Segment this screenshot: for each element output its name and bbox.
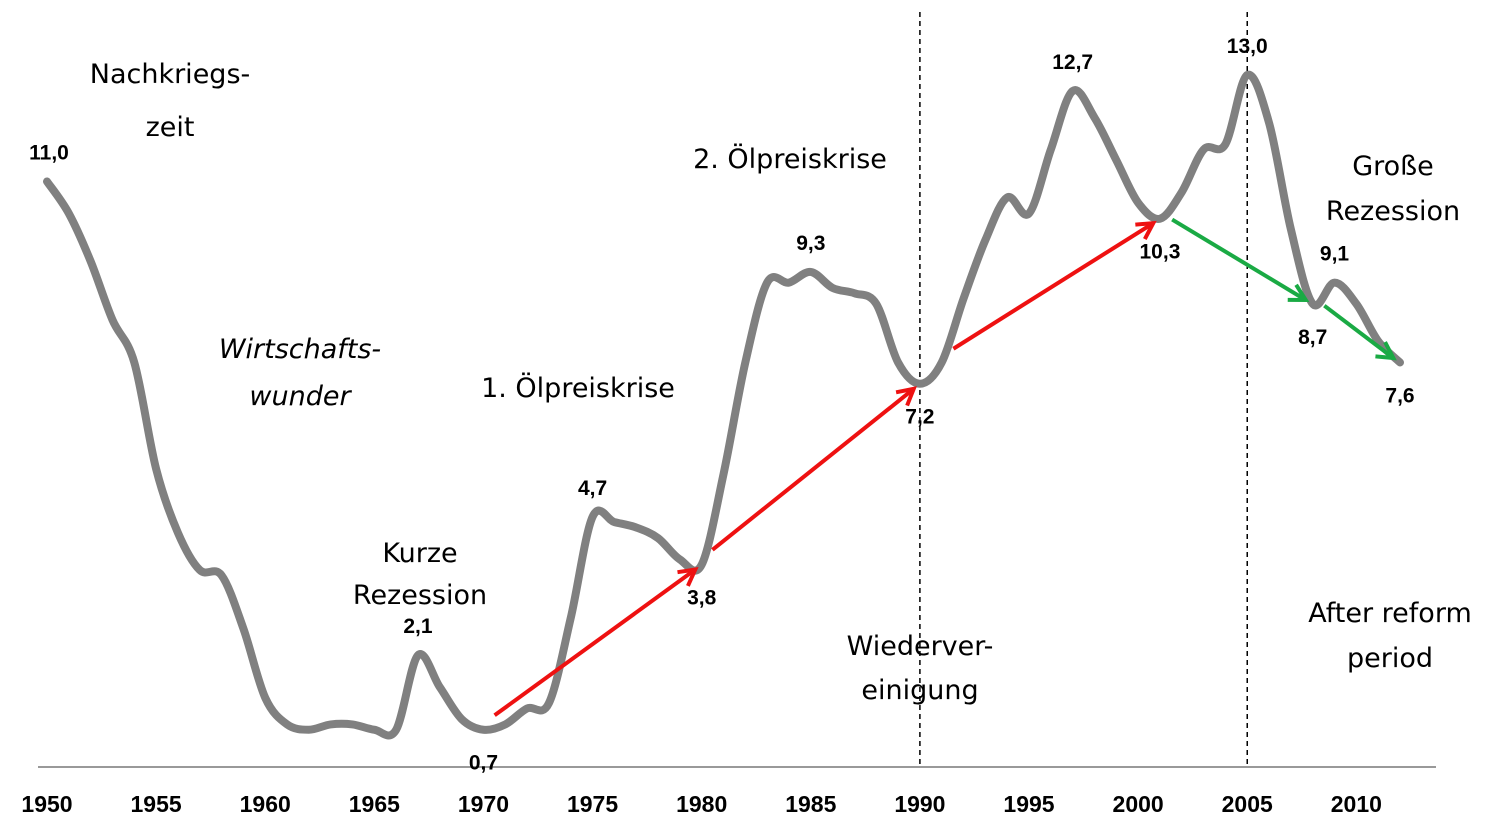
x-tick-label: 1975 (567, 791, 618, 817)
annotation: Wirtschafts-wunder (219, 334, 381, 412)
x-tick-label: 1995 (1003, 791, 1054, 817)
trend-arrow (1323, 304, 1395, 360)
data-label: 9,3 (796, 232, 825, 255)
annotation-line: Nachkriegs- (90, 59, 251, 90)
trend-arrow (1171, 217, 1307, 302)
arrow-head (1375, 341, 1397, 361)
x-tick-label: 1980 (676, 791, 727, 817)
data-label: 11,0 (29, 141, 69, 164)
data-label: 13,0 (1227, 35, 1268, 58)
x-tick-label: 1955 (131, 791, 182, 817)
arrow-head (1287, 283, 1310, 303)
annotation: After reform period (1308, 598, 1472, 674)
annotation: Kurze Rezession (353, 538, 487, 611)
arrow-head (1135, 220, 1157, 240)
annotation-line: 2. Ölpreiskrise (693, 143, 887, 175)
annotation: Wiederver-einigung (847, 631, 994, 706)
x-tick-label: 1990 (894, 791, 945, 817)
data-label: 0,7 (469, 752, 498, 775)
line (43, 70, 1404, 740)
trend-arrow (952, 221, 1155, 351)
data-label: 10,3 (1140, 241, 1181, 264)
data-label: 12,7 (1052, 51, 1093, 74)
trend-arrow (711, 387, 915, 552)
x-tick-label: 1985 (785, 791, 836, 817)
annotation-line: 1. Ölpreiskrise (481, 372, 675, 404)
arrow-head (895, 386, 917, 407)
annotation-line: Wirtschafts- (219, 334, 381, 365)
x-tick-label: 1965 (349, 791, 400, 817)
annotation-line: Kurze (382, 538, 457, 569)
x-tick-label: 2000 (1113, 791, 1164, 817)
annotation-line: Wiederver- (847, 631, 994, 662)
annotation-line: zeit (146, 112, 195, 143)
x-tick-label: 1970 (458, 791, 509, 817)
annotation: 1. Ölpreiskrise (481, 372, 675, 404)
annotation: Große Rezession (1326, 151, 1460, 227)
annotation-line: wunder (249, 381, 352, 412)
arrow-head (677, 567, 699, 587)
data-label: 9,1 (1320, 243, 1350, 266)
x-tick-label: 2010 (1331, 791, 1382, 817)
trend-arrow (493, 567, 697, 717)
annotation-line: period (1347, 643, 1433, 674)
data-label: 4,7 (578, 477, 607, 500)
annotation: Nachkriegs-zeit (90, 59, 251, 143)
data-label: 3,8 (687, 587, 717, 610)
annotation-line: Rezession (1326, 196, 1460, 227)
data-label: 7,6 (1385, 384, 1414, 407)
x-tick-label: 1960 (240, 791, 291, 817)
x-tick-label: 1950 (21, 791, 72, 817)
data-label: 8,7 (1298, 326, 1327, 349)
data-label: 7,2 (905, 406, 934, 429)
annotation-line: Große (1352, 151, 1434, 182)
annotation-line: Rezession (353, 580, 487, 611)
x-tick-label: 2005 (1222, 791, 1273, 817)
annotation: 2. Ölpreiskrise (693, 143, 887, 175)
annotation-line: einigung (861, 675, 978, 706)
annotation-line: After reform (1308, 598, 1472, 629)
data-label: 2,1 (403, 615, 433, 638)
